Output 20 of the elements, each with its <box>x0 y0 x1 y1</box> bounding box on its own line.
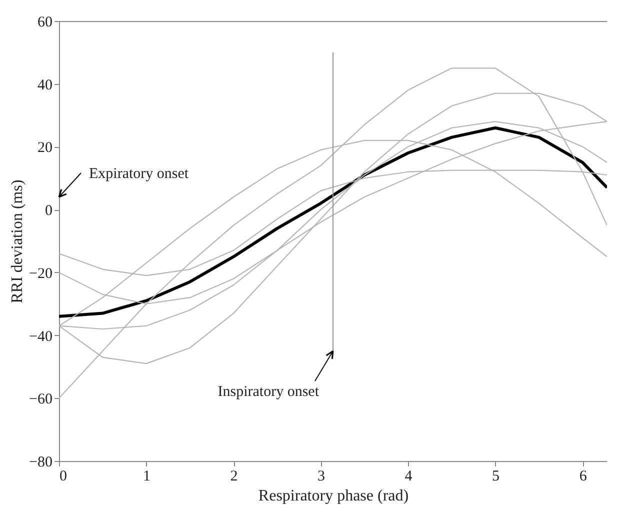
x-tick-label: 2 <box>230 468 238 484</box>
x-tick-label: 0 <box>60 468 67 484</box>
y-tick-label: 60 <box>38 14 52 30</box>
line-series <box>59 68 607 399</box>
y-tick-label: −40 <box>29 328 52 345</box>
y-tick-label: −60 <box>29 392 52 408</box>
x-tick-label: 4 <box>404 468 413 484</box>
annotation: Expiratory onset <box>89 166 190 182</box>
x-tick-label: 5 <box>492 468 500 484</box>
y-tick-label: −80 <box>29 454 52 470</box>
y-tick-label: −20 <box>29 266 52 282</box>
x-tick-label: 6 <box>579 468 588 484</box>
x-tick-label: 3 <box>318 468 326 484</box>
x-axis-title: Respiratory phase (rad) <box>258 488 409 504</box>
annotation: Inspiratory onset <box>218 384 320 400</box>
y-tick-label: 40 <box>38 77 52 94</box>
y-axis-title: RRI deviation (ms) <box>9 180 26 304</box>
y-tick-label: 0 <box>45 203 52 220</box>
y-tick-label: 20 <box>38 140 52 156</box>
x-tick-label: 1 <box>143 468 151 484</box>
